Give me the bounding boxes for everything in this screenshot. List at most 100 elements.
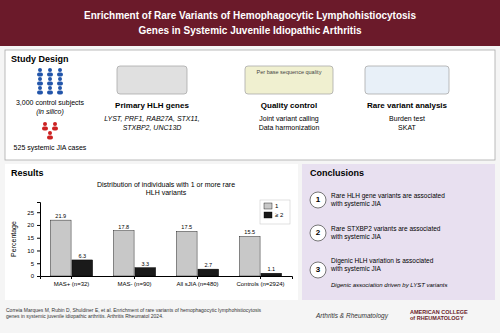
annotation: 3,000 control subjects — [16, 99, 85, 107]
person-body — [37, 82, 43, 86]
annotation: (in silico) — [36, 108, 64, 116]
conclusion-circle — [310, 192, 326, 208]
person-body — [47, 73, 53, 77]
tick-mark — [37, 263, 40, 264]
tick-label: 15 — [27, 235, 34, 241]
tick-label: 5 — [31, 261, 35, 267]
sequencer-box — [117, 66, 187, 94]
section-title: Primary HLH genes — [115, 101, 189, 110]
tick-mark — [71, 276, 72, 279]
panel-title: Study Design — [11, 54, 69, 64]
data-label: 17.8 — [118, 224, 129, 230]
title-bar — [0, 0, 500, 46]
tick-mark — [37, 238, 40, 239]
person-head — [38, 86, 42, 90]
legend-swatch — [264, 203, 272, 209]
annotation: Joint variant callingData harmonization — [259, 114, 320, 130]
data-label: 2.7 — [204, 262, 212, 268]
legend-label: ≥ 2 — [275, 212, 284, 218]
data-label: 3.3 — [141, 261, 149, 267]
person-head — [38, 68, 42, 72]
tick-label: 20 — [27, 222, 34, 228]
annotation: Per base sequence quality — [257, 69, 322, 75]
axis-line — [41, 277, 293, 280]
tick-mark — [260, 276, 261, 279]
annotation: LYST, PRF1, RAB27A, STX11,STXBP2, UNC13D — [104, 114, 200, 130]
tick: 20 — [27, 222, 40, 228]
tick-mark — [37, 250, 40, 251]
conclusion-circle — [310, 262, 326, 278]
person-body — [57, 91, 63, 95]
data-label: 15.5 — [244, 229, 255, 235]
tick: All sJIA (n=480) — [176, 276, 218, 287]
legend-label: 1 — [275, 203, 279, 209]
data-label: 1.1 — [267, 266, 275, 272]
title: Genes in Systemic Juvenile Idiopathic Ar… — [138, 25, 361, 36]
y-axis: 0 5 10 15 20 25 — [27, 203, 40, 280]
section-title: Quality control — [261, 101, 317, 110]
tick-mark — [134, 276, 135, 279]
tick-label: All sJIA (n=480) — [176, 281, 218, 287]
tick-label: MAS+ (n=32) — [54, 281, 90, 287]
tick-mark — [197, 276, 198, 279]
bar — [198, 269, 219, 276]
person-body — [52, 127, 58, 131]
society: AMERICAN COLLEGEof RHEUMATOLOGY — [410, 309, 468, 322]
conclusion: Digenic association driven by LYST varia… — [331, 282, 448, 288]
person-head — [53, 122, 57, 126]
data-labels: 21.9 17.8 17.5 15.5 6.3 3.3 2.7 1.1 — [55, 213, 275, 272]
case-icons — [42, 122, 58, 140]
data-label: 17.5 — [181, 224, 192, 230]
tick-label: 25 — [27, 210, 34, 216]
person-body — [57, 82, 63, 86]
conclusion: Rare STXBP2 variants are associatedwith … — [330, 225, 441, 241]
qc-box — [245, 66, 333, 94]
tick-label: MAS- (n=90) — [117, 281, 151, 287]
person-body — [47, 91, 53, 95]
person-head — [48, 131, 52, 135]
dna-box — [365, 66, 449, 94]
results-panel — [5, 164, 298, 300]
person-body — [47, 136, 53, 140]
axis-line — [37, 203, 41, 277]
tick: 10 — [27, 248, 40, 254]
study-design-panel — [5, 50, 495, 160]
tick: Controls (n=2924) — [236, 276, 284, 287]
person-head — [48, 86, 52, 90]
legend-frame — [260, 200, 290, 224]
data-label: 21.9 — [55, 213, 66, 219]
annotations: Enrichment of Rare Variants of Hemophago… — [6, 10, 468, 322]
footer: Correia Marques M, Rubin D, Shuldiner E,… — [6, 307, 262, 320]
person-body — [42, 127, 48, 131]
x-axis: MAS+ (n=32) MAS- (n=90) All sJIA (n=480) Co… — [41, 276, 293, 287]
data-label: 6.3 — [78, 253, 86, 259]
tick-label: 0 — [31, 273, 35, 279]
annotation: 525 systemic JIA cases — [14, 144, 87, 152]
tick: 25 — [27, 210, 40, 216]
tick-label: Controls (n=2924) — [236, 281, 284, 287]
section-title: Rare variant analysis — [367, 101, 448, 110]
person-body — [37, 91, 43, 95]
person-head — [58, 77, 62, 81]
person-head — [43, 122, 47, 126]
panel-title: Conclusions — [310, 168, 364, 178]
control-icons — [37, 68, 63, 95]
person-body — [37, 73, 43, 77]
bar — [50, 220, 71, 276]
person-head — [48, 77, 52, 81]
tick: MAS- (n=90) — [117, 276, 151, 287]
bar — [135, 268, 156, 276]
bars — [50, 220, 281, 276]
person-head — [58, 68, 62, 72]
conclusion-number: 1 — [316, 195, 321, 204]
tick-mark — [37, 225, 40, 226]
person-body — [47, 82, 53, 86]
panel-title: Results — [11, 168, 44, 178]
bar — [261, 273, 282, 276]
axis-title: Percentage — [10, 221, 18, 257]
journal: Arthritis & Rheumatology — [315, 312, 389, 320]
conclusion-number: 3 — [316, 265, 321, 274]
person-head — [58, 86, 62, 90]
background — [0, 0, 500, 333]
tick-mark — [37, 276, 40, 277]
